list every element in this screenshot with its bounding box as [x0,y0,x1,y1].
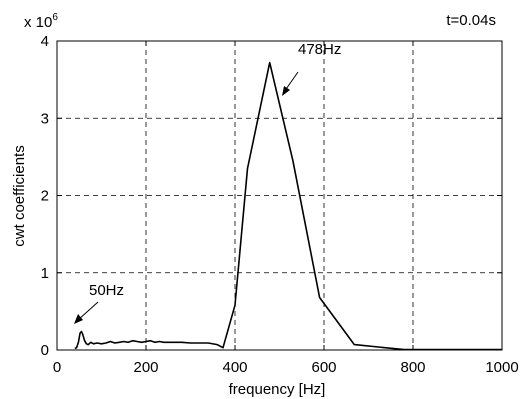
y-tick-label: 4 [41,33,49,50]
peak-50hz-label: 50Hz [89,282,124,299]
x-tick-label: 1000 [485,359,518,376]
peak-50hz-arrow [77,301,99,321]
y-tick-label: 2 [41,188,49,205]
peak-478hz-label: 478Hz [298,41,341,58]
time-annotation: t=0.04s [446,12,496,29]
x-tick-label: 400 [222,359,247,376]
x-tick-label: 0 [53,359,61,376]
y-tick-label: 1 [41,265,49,282]
peak-478hz-arrowhead [282,86,290,96]
y-tick-label: 0 [41,342,49,359]
x-tick-label: 800 [400,359,425,376]
peak-50hz-arrowhead [74,314,83,324]
y-scale-multiplier: x 106 [24,12,58,31]
axis-ticks: 0 200 400 600 800 1000 0 1 2 3 4 [41,33,519,376]
series-line [74,61,502,351]
x-tick-label: 600 [311,359,336,376]
y-axis-label: cwt coefficients [11,145,28,246]
x-tick-label: 200 [133,359,158,376]
grid [57,41,502,350]
series-line-group [74,61,502,351]
x-axis-label: frequency [Hz] [229,381,326,398]
y-tick-label: 3 [41,110,49,127]
